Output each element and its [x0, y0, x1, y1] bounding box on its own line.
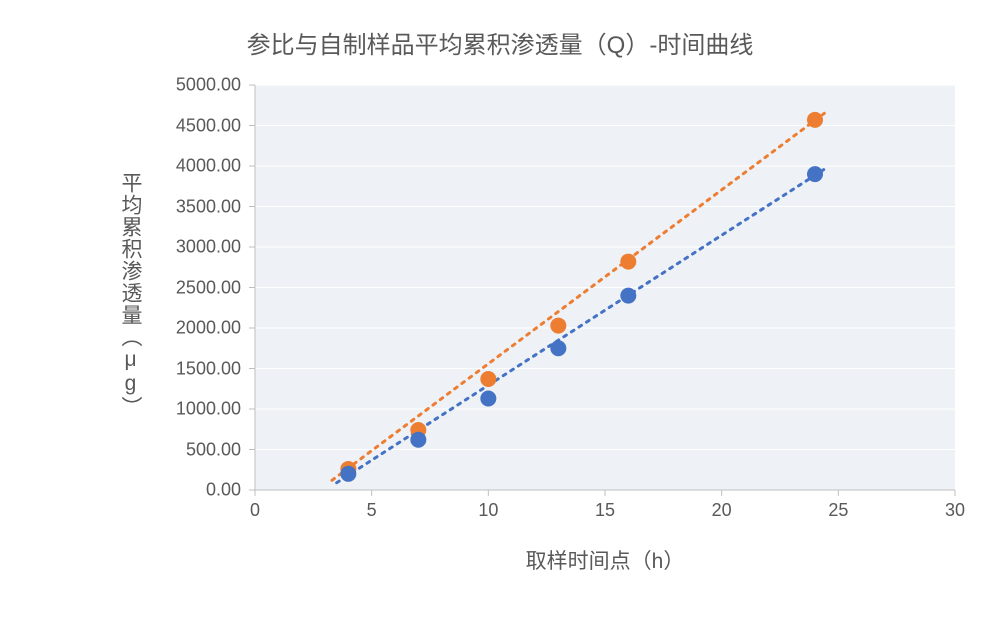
series-blue-marker: [620, 288, 636, 304]
plot-area: [0, 0, 1000, 623]
series-orange-marker: [550, 318, 566, 334]
series-blue-marker: [410, 432, 426, 448]
series-orange-marker: [620, 254, 636, 270]
series-orange-marker: [480, 371, 496, 387]
chart-container: 参比与自制样品平均累积渗透量（Q）-时间曲线 平均累积渗透量（μg） 取样时间点…: [0, 0, 1000, 623]
series-blue-marker: [340, 466, 356, 482]
series-blue-marker: [480, 390, 496, 406]
series-blue-marker: [550, 340, 566, 356]
series-blue-marker: [807, 166, 823, 182]
series-orange-marker: [807, 112, 823, 128]
